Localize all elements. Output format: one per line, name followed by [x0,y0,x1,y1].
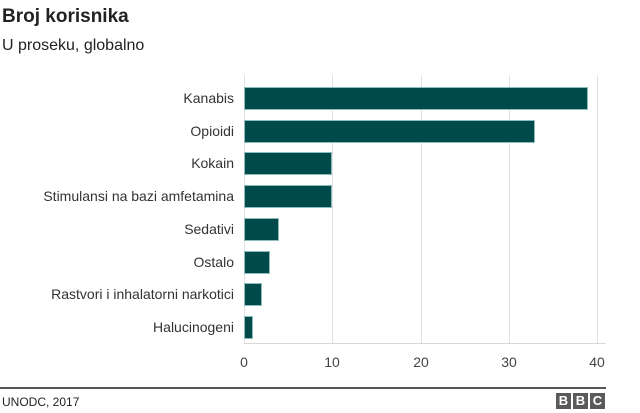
bar [244,316,253,339]
category-label: Opioidi [190,123,234,139]
category-label: Kanabis [183,90,234,106]
x-tick-label: 40 [589,354,605,370]
x-tick-label: 20 [413,354,429,370]
x-tick-label: 30 [501,354,517,370]
chart-title: Broj korisnika [2,6,129,27]
bar [244,251,270,274]
category-label: Kokain [191,155,234,171]
category-label: Sedativi [184,221,234,237]
bar [244,185,332,208]
gridline [332,75,333,343]
category-label: Rastvori i inhalatorni narkotici [51,286,234,302]
bar [244,87,588,110]
source-note: UNODC, 2017 [2,395,80,409]
x-axis-line [244,343,606,344]
bbc-logo-letter: B [556,393,571,409]
x-tick-label: 0 [240,354,248,370]
bar [244,283,262,306]
gridline [597,75,598,343]
category-label: Stimulansi na bazi amfetamina [43,188,234,204]
bar [244,218,279,241]
bbc-logo: B B C [556,393,605,409]
chart-subtitle: U proseku, globalno [2,37,145,54]
gridline [244,75,245,343]
gridline [509,75,510,343]
category-label: Halucinogeni [153,319,234,335]
bar [244,120,535,143]
footer-divider [0,387,606,389]
category-label: Ostalo [193,254,234,270]
bbc-logo-letter: B [573,393,588,409]
bbc-logo-letter: C [590,393,605,409]
gridline [421,75,422,343]
x-tick-label: 10 [324,354,340,370]
bar [244,152,332,175]
